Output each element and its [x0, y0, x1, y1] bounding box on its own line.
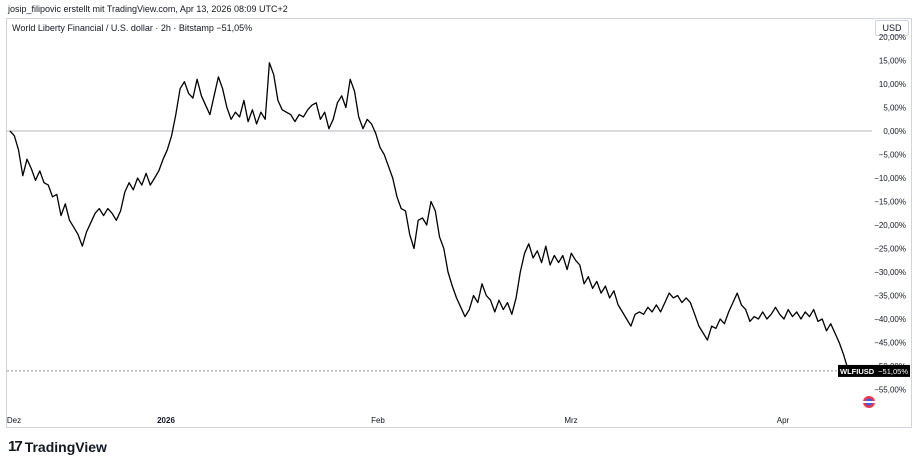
y-tick-label: −20,00% [874, 221, 906, 230]
y-tick-label: −5,00% [879, 151, 906, 160]
y-tick-label: 20,00% [879, 33, 906, 42]
currency-button[interactable]: USD [875, 20, 909, 36]
x-tick-label: 2026 [157, 416, 175, 425]
tradingview-logo-text: TradingView [24, 438, 107, 455]
x-tick-label: Dez [7, 416, 21, 425]
tradingview-logo-icon: 17 [8, 438, 23, 455]
y-tick-label: −35,00% [874, 292, 906, 301]
y-tick-label: 5,00% [883, 104, 906, 113]
chart-frame [6, 18, 912, 428]
x-tick-label: Apr [777, 416, 790, 425]
ticker-label: WLFIUSD −51,05% [838, 364, 910, 377]
y-tick-label: 10,00% [879, 80, 906, 89]
ticker-symbol: WLFIUSD [840, 367, 875, 376]
x-axis[interactable]: Dez 2026 Feb Mrz Apr [7, 416, 790, 425]
y-tick-label: 0,00% [883, 127, 906, 136]
y-axis[interactable]: 20,00% 15,00% 10,00% 5,00% 0,00% −5,00% −10,00… [874, 33, 906, 395]
tradingview-logo[interactable]: 17 TradingView [8, 438, 107, 455]
flag-icon[interactable] [863, 396, 875, 408]
y-tick-label: −25,00% [874, 245, 906, 254]
x-tick-label: Feb [371, 416, 385, 425]
symbol-info: World Liberty Financial / U.S. dollar · … [12, 23, 253, 33]
x-tick-label: Mrz [564, 416, 577, 425]
y-tick-label: 15,00% [879, 57, 906, 66]
y-tick-label: −10,00% [874, 174, 906, 183]
y-tick-label: −15,00% [874, 198, 906, 207]
attribution-header: josip_filipovic erstellt mit TradingView… [8, 4, 288, 14]
ticker-value: −51,05% [878, 367, 908, 376]
y-tick-label: −40,00% [874, 315, 906, 324]
price-series-line [9, 62, 853, 372]
ticker-label-background [838, 364, 910, 377]
y-tick-label: −55,00% [874, 386, 906, 395]
y-tick-label: −45,00% [874, 339, 906, 348]
y-tick-label: −30,00% [874, 268, 906, 277]
